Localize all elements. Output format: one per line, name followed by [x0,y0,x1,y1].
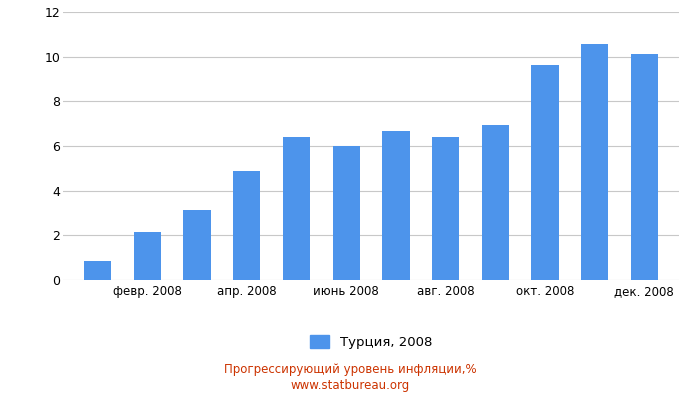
Bar [332,146,360,280]
Bar [134,232,161,280]
Bar [283,137,310,280]
Bar [631,54,658,280]
Bar [482,125,509,280]
Bar [84,260,111,280]
Bar [183,210,211,280]
Bar [531,65,559,280]
Bar [581,44,608,280]
Legend: Турция, 2008: Турция, 2008 [309,335,433,349]
Bar [382,132,410,280]
Text: www.statbureau.org: www.statbureau.org [290,380,410,392]
Bar [432,137,459,280]
Bar [233,171,260,280]
Text: Прогрессирующий уровень инфляции,%: Прогрессирующий уровень инфляции,% [224,364,476,376]
